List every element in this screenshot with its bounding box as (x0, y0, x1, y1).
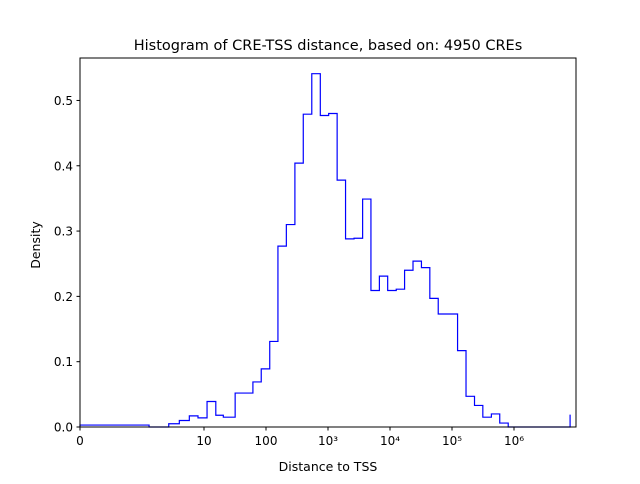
x-tick-label: 10³ (318, 434, 338, 448)
y-axis-label: Density (28, 221, 43, 269)
x-tick-label: 10⁶ (504, 434, 524, 448)
x-tick-label: 10⁴ (380, 434, 400, 448)
y-tick-label: 0.3 (54, 225, 73, 239)
x-tick-label: 10⁵ (442, 434, 462, 448)
y-tick-label: 0.1 (54, 355, 73, 369)
x-tick-label: 10 (196, 434, 211, 448)
y-tick-label: 0.0 (54, 421, 73, 435)
x-axis-label: Distance to TSS (279, 459, 378, 474)
chart-title: Histogram of CRE-TSS distance, based on:… (134, 38, 523, 54)
histogram-step-line (79, 73, 571, 428)
plot-area: 0 10 100 10³ 10⁴ 10⁵ 10⁶ 0.0 0.1 0.2 0.3 0.4 0.5 (54, 57, 577, 448)
x-tick-label: 100 (255, 434, 278, 448)
y-tick-label: 0.4 (54, 159, 73, 173)
x-tick-label: 0 (76, 434, 84, 448)
y-tick-label: 0.5 (54, 94, 73, 108)
y-tick-label: 0.2 (54, 290, 73, 304)
